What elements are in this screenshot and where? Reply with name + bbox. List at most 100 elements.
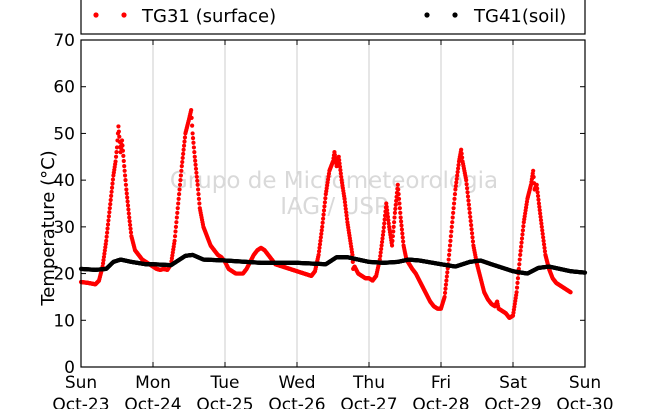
data-point [538,218,544,223]
data-point [469,227,474,232]
data-point [319,231,324,236]
legend: TG31 (surface) TG41(soil) [93,6,566,27]
data-point [337,158,342,163]
data-point [123,182,129,187]
data-point [531,168,536,173]
data-point [321,212,326,217]
data-point [102,251,107,256]
data-point [180,155,185,161]
data-point [517,257,522,262]
data-point [455,173,460,178]
data-point [518,252,523,257]
data-point [174,220,179,225]
data-point [450,220,455,225]
data-point [520,232,525,237]
data-point [128,222,133,228]
data-point [398,219,404,224]
data-point [121,158,126,164]
data-point [179,164,184,169]
data-point [321,216,326,221]
data-point [195,182,200,187]
data-point [317,245,322,250]
series-1 [78,252,588,276]
data-point [447,248,452,253]
data-point [102,248,107,253]
data-point [379,246,384,252]
data-point [190,131,195,136]
data-point [192,154,197,159]
data-point [110,181,115,186]
data-point [540,231,545,236]
data-point [535,193,541,199]
data-point [519,244,524,249]
data-point [382,221,387,226]
data-point [114,150,119,155]
data-point [466,202,471,207]
data-point [125,203,131,208]
data-point [339,174,344,179]
data-point [444,278,449,283]
y-tick-label: 0 [64,358,75,378]
data-point [381,229,386,234]
data-point [181,143,187,148]
data-point [322,204,327,209]
data-point [191,140,196,145]
data-point [318,235,323,240]
x-tick-date-label: Oct-27 [340,395,397,409]
data-point [452,192,458,197]
data-point [176,196,181,201]
data-point [442,290,448,295]
data-point [447,243,453,248]
data-point [321,208,327,213]
data-point [343,206,348,211]
data-point [196,196,202,201]
data-point [194,174,199,179]
legend-marker [121,12,127,18]
data-point [453,183,458,189]
data-point [128,226,133,231]
legend-marker [424,12,430,18]
data-point [109,189,114,194]
data-point [541,235,546,240]
data-point [467,206,472,211]
data-point [392,215,397,220]
data-point [539,221,544,226]
data-point [399,223,404,228]
data-point [117,134,122,139]
data-point [122,164,127,169]
data-point [464,182,469,187]
data-point [465,194,471,199]
data-point [193,166,199,171]
data-point [378,250,383,255]
data-point [467,210,472,215]
y-tick-label: 60 [53,78,75,98]
data-point [120,148,125,153]
data-point [452,196,457,201]
x-tick-date-label: Oct-26 [268,395,325,409]
data-point [103,241,108,247]
data-point [539,224,544,229]
x-tick-date-label: Oct-25 [196,395,253,409]
data-point [181,147,186,152]
data-point [537,208,542,213]
data-point [451,210,456,215]
data-point [173,229,178,234]
data-point [126,211,131,216]
data-point [197,201,202,206]
data-point [393,202,398,207]
data-point [398,215,403,220]
data-point [534,182,539,187]
data-point [538,211,543,216]
data-point [172,234,178,239]
data-point [344,213,349,218]
data-point [385,211,390,216]
x-tick-date-label: Oct-30 [556,395,613,409]
data-point [190,136,196,141]
data-point [454,176,459,182]
data-point [123,178,128,183]
data-point [386,218,391,223]
legend-marker [93,12,99,18]
data-point [108,197,113,203]
data-point [178,173,183,178]
data-point [520,228,526,233]
